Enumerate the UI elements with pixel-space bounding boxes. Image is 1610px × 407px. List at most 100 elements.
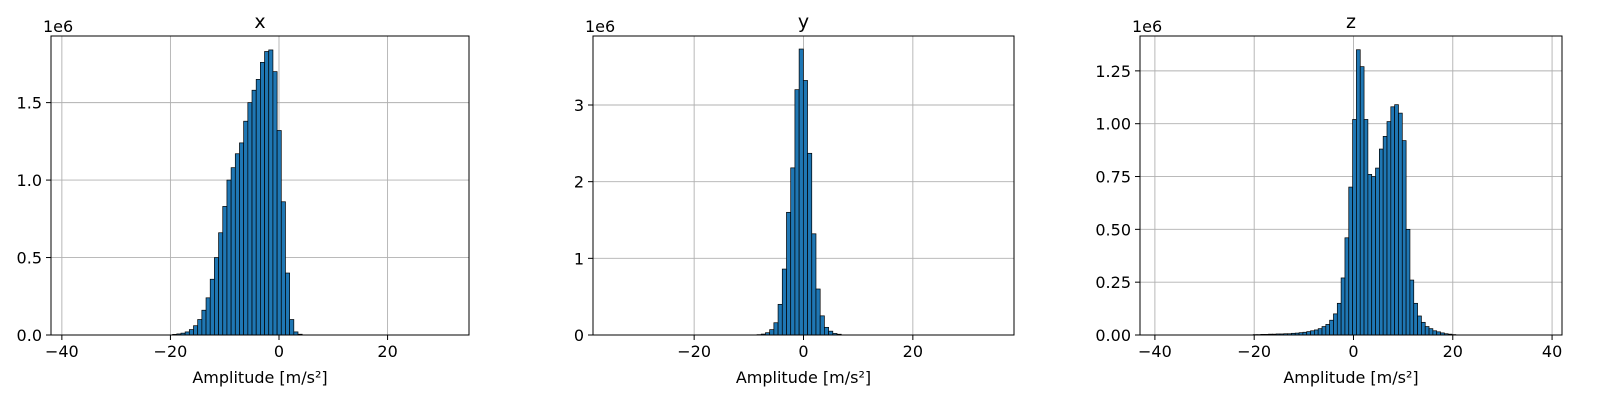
histogram-bar: [188, 329, 194, 336]
histogram-bar: [1432, 330, 1438, 336]
x-tick-label: 0: [1348, 342, 1358, 361]
histogram-bar: [1325, 324, 1331, 336]
histogram-bar: [811, 233, 817, 336]
chart-title: y: [798, 11, 809, 33]
histogram-bar: [1424, 326, 1430, 336]
x-tick-label: 20: [903, 342, 923, 361]
histogram-bar: [1348, 186, 1353, 336]
histogram-bar: [260, 61, 265, 336]
histogram-bar: [1359, 66, 1365, 336]
y-tick-label: 2: [574, 173, 584, 192]
histogram-bar: [1356, 49, 1361, 336]
histogram-bar: [777, 303, 783, 336]
chart-title: x: [254, 11, 265, 33]
subplot-x: −40 −20 0 20 0.0 0.5 1.0 1.5 1e6 x Amplitude [m/s²…: [17, 11, 470, 387]
histogram-bar: [1333, 313, 1338, 336]
x-tick-label: −40: [45, 342, 79, 361]
y-tick-label: 0.0: [17, 326, 42, 345]
histogram-bar: [815, 288, 821, 336]
y-tick-label: 1.00: [1095, 115, 1131, 134]
histogram-bar: [781, 268, 787, 336]
histogram-bar: [802, 80, 808, 336]
histogram-bar: [247, 102, 253, 336]
histogram-bar: [1371, 176, 1376, 336]
y-tick-label: 1: [574, 249, 584, 268]
chart-title: z: [1346, 11, 1356, 33]
x-axis-label: Amplitude [m/s²]: [736, 368, 871, 387]
histogram-bar: [1413, 302, 1418, 336]
histogram-bar: [201, 309, 207, 336]
offset-label: 1e6: [585, 17, 615, 36]
y-tick-label: 0.00: [1095, 326, 1131, 345]
histogram-bar: [239, 142, 245, 336]
offset-label: 1e6: [43, 17, 73, 36]
histogram-bar: [264, 51, 270, 336]
histogram-bar: [1417, 315, 1422, 336]
histogram-bar: [280, 201, 286, 336]
histogram-bar: [285, 272, 290, 336]
histogram-bar: [1306, 331, 1311, 336]
histogram-bar: [1421, 321, 1426, 336]
axes-frame: [50, 35, 470, 336]
histogram-bar: [798, 48, 804, 336]
histogram-bar: [769, 329, 775, 336]
y-tick-label: 3: [574, 96, 584, 115]
x-tick-label: 20: [1443, 342, 1463, 361]
histogram-bar: [794, 89, 800, 336]
histogram-bar: [1378, 148, 1384, 336]
histogram-bar: [1367, 174, 1373, 336]
histogram-bar: [1394, 104, 1399, 336]
histogram-bar: [807, 152, 813, 336]
histogram-bar: [786, 211, 792, 336]
histogram-bar: [819, 315, 825, 336]
histogram-bar: [824, 326, 829, 336]
offset-label: 1e6: [1132, 17, 1162, 36]
histogram-bar: [218, 232, 224, 336]
histogram-bar: [828, 330, 834, 336]
histogram-bar: [1314, 329, 1319, 336]
histogram-bar: [276, 130, 282, 336]
histogram-bar: [197, 319, 203, 336]
x-tick-label: 20: [377, 342, 397, 361]
x-tick-label: −40: [1138, 342, 1172, 361]
histogram-bar: [1363, 119, 1369, 336]
histogram-bar: [1344, 237, 1350, 336]
histogram-bar: [1375, 167, 1380, 336]
y-tick-label: 0: [574, 326, 584, 345]
y-tick-label: 1.5: [17, 94, 42, 113]
subplot-z: −40 −20 0 20 40 0.00 0.25 0.50 0.75 1.00 1.25 1e6 z A…: [1095, 11, 1563, 387]
histogram-bar: [243, 120, 249, 336]
histogram-bar: [1390, 106, 1395, 336]
axes-frame: [1139, 35, 1563, 336]
histogram-bar: [226, 179, 232, 336]
x-tick-label: −20: [154, 342, 188, 361]
histogram-bar: [1321, 326, 1327, 336]
histogram-bar: [209, 278, 215, 336]
y-tick-label: 0.5: [17, 249, 42, 268]
histogram-bar: [1336, 302, 1342, 336]
histogram-bar: [205, 297, 211, 336]
y-tick-label: 0.25: [1095, 273, 1131, 292]
y-tick-label: 0.75: [1095, 168, 1131, 187]
x-tick-label: 0: [798, 342, 808, 361]
x-tick-label: −20: [1237, 342, 1271, 361]
histogram-bar: [268, 49, 274, 336]
y-tick-label: 1.0: [17, 171, 42, 190]
histogram-bar: [1409, 279, 1415, 336]
histogram-bar: [230, 167, 236, 336]
histogram-bar: [1401, 140, 1407, 336]
y-tick-label: 1.25: [1095, 62, 1131, 81]
histogram-bar: [773, 322, 779, 336]
histogram-bar: [1352, 119, 1357, 336]
x-tick-label: 40: [1542, 342, 1562, 361]
histogram-bar: [251, 89, 257, 336]
histogram-bar: [1382, 136, 1388, 336]
histogram-bar: [272, 71, 278, 336]
histogram-bar: [255, 79, 261, 336]
histogram-bar: [1340, 277, 1346, 336]
histogram-bar: [1310, 330, 1315, 336]
histogram-bar: [222, 206, 228, 336]
histogram-bar: [234, 153, 240, 336]
histogram-bar: [790, 167, 796, 336]
histogram-bar: [1317, 328, 1323, 336]
